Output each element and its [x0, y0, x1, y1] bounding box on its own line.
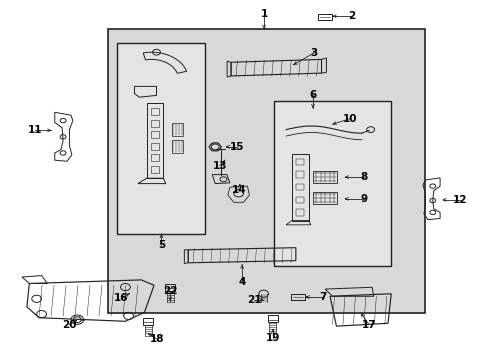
Bar [150, 143, 159, 150]
Bar [273, 101, 390, 266]
Text: 22: 22 [163, 286, 177, 296]
Bar [146, 103, 163, 178]
Bar [296, 171, 304, 178]
Bar [291, 154, 308, 220]
Bar [318, 14, 331, 20]
Bar [150, 154, 159, 161]
Bar [296, 158, 304, 165]
Bar [296, 197, 304, 203]
Text: 4: 4 [238, 276, 245, 287]
Bar [117, 43, 205, 234]
Text: 5: 5 [158, 240, 164, 250]
Text: 3: 3 [310, 48, 317, 58]
Text: 9: 9 [360, 194, 367, 204]
Bar [150, 108, 159, 115]
Bar [296, 184, 304, 190]
Bar [172, 123, 183, 136]
Text: 15: 15 [229, 142, 244, 152]
Text: 16: 16 [114, 293, 128, 303]
Text: 13: 13 [212, 161, 227, 171]
Bar [312, 171, 337, 183]
Text: 8: 8 [360, 172, 367, 182]
Text: 20: 20 [62, 320, 77, 330]
Bar [150, 120, 159, 127]
Text: 11: 11 [28, 125, 42, 135]
Text: 18: 18 [150, 334, 164, 344]
Bar [143, 318, 153, 325]
Bar [291, 294, 305, 300]
Bar [150, 131, 159, 138]
Bar [172, 140, 183, 153]
Bar [296, 210, 304, 216]
Text: 2: 2 [348, 11, 355, 21]
Text: 6: 6 [309, 90, 316, 100]
Bar [165, 284, 175, 291]
Bar [150, 166, 159, 173]
Text: 7: 7 [318, 292, 326, 302]
Bar [107, 29, 425, 313]
Text: 12: 12 [451, 195, 466, 205]
Bar [312, 192, 337, 204]
Text: 21: 21 [246, 294, 261, 305]
Text: 17: 17 [361, 320, 376, 330]
Text: 10: 10 [342, 114, 356, 124]
Bar [267, 315, 277, 322]
Text: 19: 19 [265, 333, 280, 343]
Text: 14: 14 [232, 185, 246, 195]
Text: 1: 1 [260, 9, 267, 19]
